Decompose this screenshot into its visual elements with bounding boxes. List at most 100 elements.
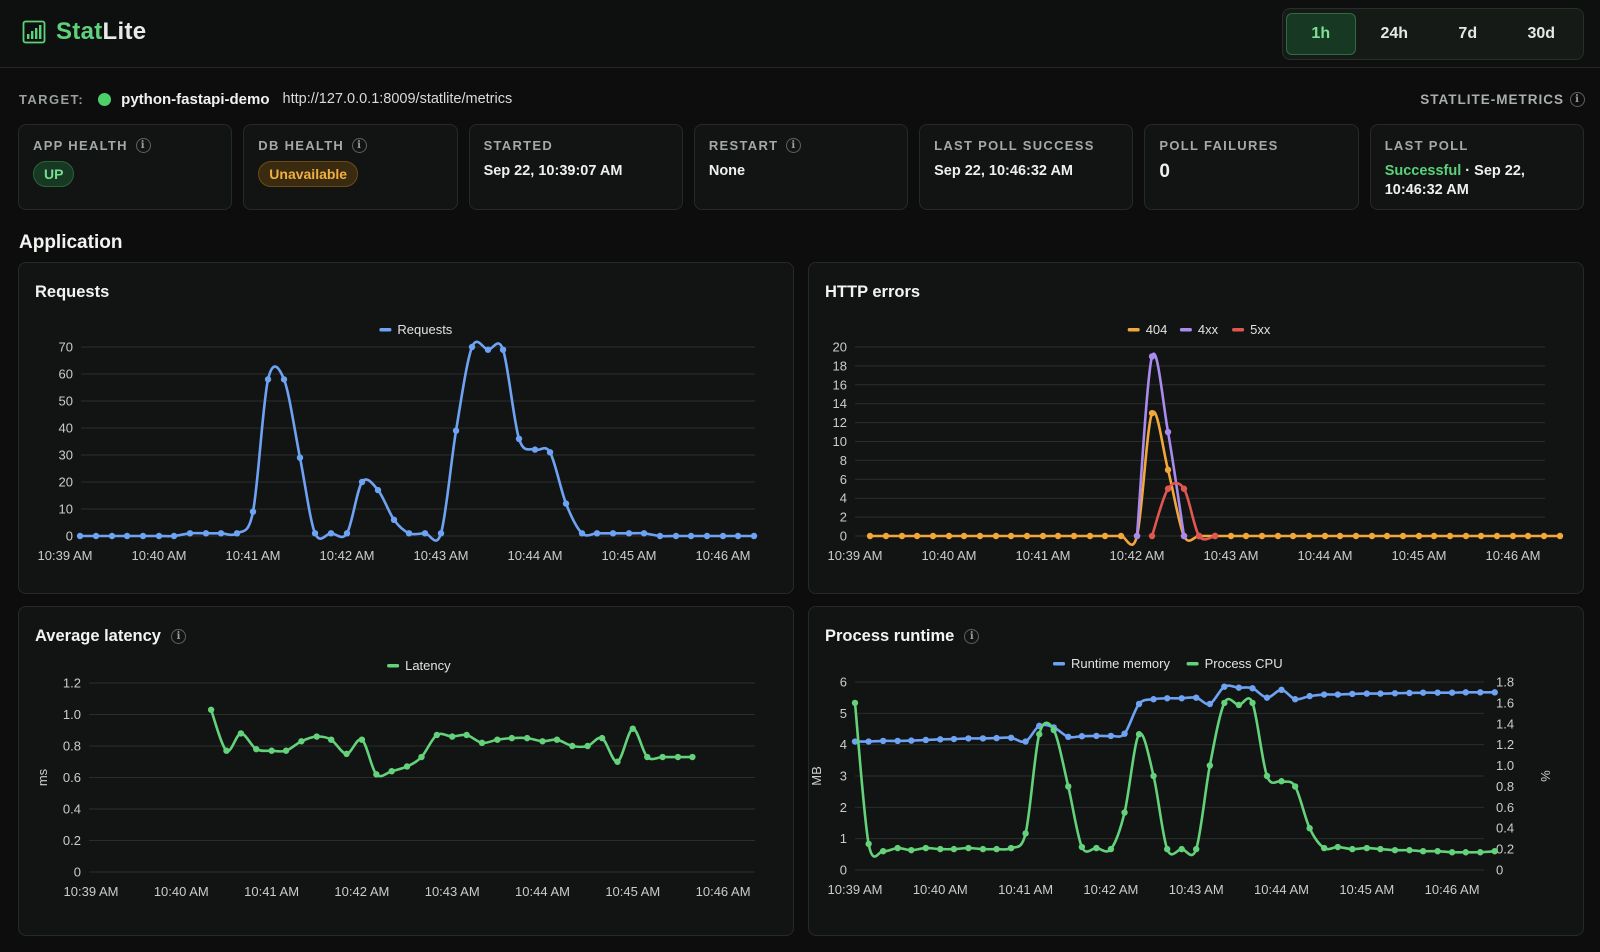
y-tick-label: 3 — [840, 769, 847, 784]
last-poll-value: Successful · Sep 22, 10:46:32 AM — [1385, 162, 1569, 200]
y-tick-label: 0.6 — [63, 770, 81, 785]
data-point — [625, 530, 633, 537]
data-point — [898, 532, 906, 540]
data-point — [1320, 691, 1328, 698]
series-line-runtime-memory — [854, 684, 1495, 744]
y2-tick-label: 1.8 — [1496, 675, 1514, 690]
data-point — [449, 733, 456, 740]
data-point — [1206, 700, 1214, 708]
y-tick-label: 0 — [840, 529, 847, 544]
info-icon[interactable]: i — [352, 138, 368, 153]
range-7d-button[interactable]: 7d — [1458, 25, 1478, 42]
x-tick-label: 10:43 AM — [1204, 548, 1259, 563]
data-point — [1320, 844, 1328, 852]
legend-label: Runtime memory — [1071, 656, 1170, 671]
data-point — [296, 454, 304, 461]
data-point — [1349, 690, 1356, 698]
data-point — [546, 449, 554, 456]
data-point — [499, 346, 507, 353]
data-point — [562, 500, 570, 507]
data-point — [264, 376, 272, 383]
db-health-title-text: DB HEALTH — [258, 138, 345, 153]
y-tick-label: 70 — [59, 340, 73, 355]
app-name: StatLite — [56, 18, 146, 46]
info-icon[interactable]: i — [964, 629, 980, 644]
data-point — [1121, 730, 1128, 737]
x-tick-label: 10:41 AM — [244, 884, 299, 899]
data-point — [1093, 844, 1100, 852]
y-tick-label: 18 — [833, 358, 847, 373]
data-point — [913, 532, 921, 540]
started-card: STARTED Sep 22, 10:39:07 AM — [468, 124, 683, 210]
range-30d-button[interactable]: 30d — [1527, 25, 1556, 42]
data-point — [659, 753, 666, 761]
y-tick-label: 2 — [840, 800, 847, 815]
x-tick-label: 10:39 AM — [828, 548, 883, 563]
app-logo[interactable]: StatLite — [22, 18, 146, 46]
last-poll-title: LAST POLL — [1384, 138, 1469, 153]
data-point — [945, 532, 953, 540]
y-tick-label: 12 — [833, 415, 847, 430]
data-point — [703, 532, 711, 540]
x-tick-label: 10:39 AM — [64, 884, 119, 899]
data-point — [1221, 683, 1228, 690]
info-icon[interactable]: i — [1570, 91, 1585, 107]
data-point — [1291, 696, 1299, 703]
data-point — [1334, 691, 1341, 698]
data-point — [937, 845, 944, 853]
data-point — [1093, 732, 1100, 740]
data-point — [674, 753, 682, 761]
section-title: Application — [19, 232, 123, 253]
range-24h-button[interactable]: 24h — [1380, 25, 1409, 42]
data-point — [515, 435, 523, 442]
data-point — [1023, 532, 1031, 540]
info-icon[interactable]: i — [786, 138, 802, 153]
data-point — [418, 753, 425, 761]
data-point — [993, 845, 1000, 853]
data-point — [1434, 848, 1441, 855]
data-point — [1524, 532, 1532, 540]
data-point — [76, 532, 84, 540]
data-point — [1007, 734, 1015, 741]
data-point — [1391, 690, 1399, 697]
data-point — [1235, 684, 1243, 691]
y-tick-label: 4 — [840, 491, 847, 506]
y-tick-label: 1.2 — [63, 676, 81, 691]
data-point — [155, 532, 163, 540]
data-point — [1178, 695, 1185, 702]
data-point — [327, 736, 335, 743]
data-point — [1434, 689, 1441, 696]
process-runtime-title: Process runtime — [825, 627, 955, 645]
info-icon[interactable]: i — [170, 629, 186, 644]
data-point — [1493, 532, 1501, 540]
data-point — [343, 750, 350, 758]
http-errors-chart: 0 2 4 6 8 10 12 14 16 18 20 10:39 AM 10:40 AM 10:41 A… — [828, 322, 1564, 563]
y2-tick-label: 1.2 — [1496, 737, 1514, 752]
data-point — [1117, 532, 1125, 540]
data-point — [950, 845, 958, 853]
data-point — [1164, 466, 1172, 474]
app-health-card: APP HEALTH i UP — [18, 124, 233, 210]
panel-title: HTTP errors — [825, 283, 920, 302]
y-tick-label: 1 — [840, 831, 847, 846]
http-errors-panel: HTTP errors 0 2 4 6 8 10 12 14 16 18 20 10:39 AM 10:… — [808, 262, 1584, 594]
y-tick-label: 16 — [833, 377, 847, 392]
data-point — [1291, 783, 1299, 790]
y-tick-label: 0.8 — [63, 739, 81, 754]
data-point — [851, 738, 859, 745]
range-1h-button[interactable]: 1h — [1286, 13, 1356, 55]
data-point — [1193, 694, 1200, 701]
poll-failures-card: POLL FAILURES 0 — [1144, 124, 1359, 210]
info-icon[interactable]: i — [135, 138, 151, 153]
data-point — [1368, 532, 1376, 540]
data-point — [689, 753, 696, 761]
x-tick-label: 10:42 AM — [1110, 548, 1165, 563]
data-point — [1349, 845, 1356, 853]
legend-label: Requests — [397, 322, 452, 337]
y-tick-label: 60 — [59, 367, 73, 382]
x-tick-label: 10:45 AM — [1392, 548, 1447, 563]
db-health-card: DB HEALTH i Unavailable — [243, 124, 458, 210]
y-tick-label: 14 — [833, 396, 847, 411]
target-url[interactable]: http://127.0.0.1:8009/statlite/metrics — [282, 91, 513, 107]
requests-panel: Requests 0 10 20 30 40 50 60 70 10:39 AM 10:40 AM… — [18, 262, 794, 594]
